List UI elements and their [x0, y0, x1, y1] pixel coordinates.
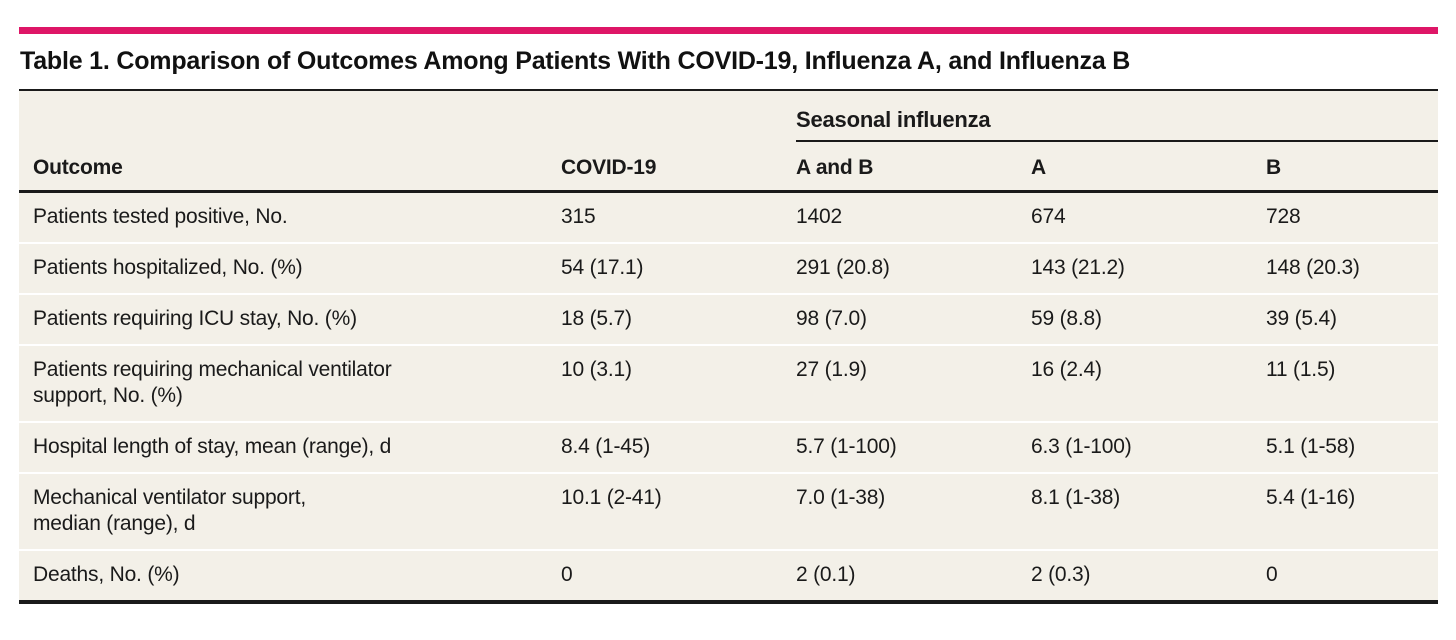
table-row: Patients requiring ICU stay, No. (%) 18 … [19, 293, 1439, 345]
cell-value: 27 (1.9) [781, 344, 1016, 422]
table-title: Table 1. Comparison of Outcomes Among Pa… [20, 47, 1131, 75]
cell-value: 2 (0.3) [1016, 549, 1251, 602]
cell-value: 11 (1.5) [1251, 344, 1439, 422]
cell-value: 8.1 (1-38) [1016, 472, 1251, 550]
cell-value: 10 (3.1) [546, 344, 781, 422]
cell-value: 16 (2.4) [1016, 344, 1251, 422]
cell-value: 39 (5.4) [1251, 293, 1439, 345]
cell-value: 59 (8.8) [1016, 293, 1251, 345]
cell-value: 6.3 (1-100) [1016, 421, 1251, 473]
cell-value: 18 (5.7) [546, 293, 781, 345]
table-row: Patients hospitalized, No. (%) 54 (17.1)… [19, 242, 1439, 294]
row-label: Patients requiring mechanical ventilator… [19, 344, 546, 422]
cell-value: 148 (20.3) [1251, 242, 1439, 294]
column-header-covid19: COVID-19 [546, 142, 781, 193]
row-label: Hospital length of stay, mean (range), d [19, 421, 546, 473]
header-spacer [546, 91, 781, 142]
cell-value: 291 (20.8) [781, 242, 1016, 294]
column-header-row: Outcome COVID-19 A and B A B [19, 142, 1439, 193]
cell-value: 0 [546, 549, 781, 602]
table-row: Hospital length of stay, mean (range), d… [19, 421, 1439, 473]
cell-value: 2 (0.1) [781, 549, 1016, 602]
table-figure: Table 1. Comparison of Outcomes Among Pa… [19, 27, 1439, 604]
table-row: Deaths, No. (%) 0 2 (0.1) 2 (0.3) 0 [19, 549, 1439, 602]
column-header-a: A [1016, 142, 1251, 193]
group-header-label: Seasonal influenza [796, 107, 1439, 142]
row-label: Deaths, No. (%) [19, 549, 546, 602]
row-label: Patients hospitalized, No. (%) [19, 242, 546, 294]
table-row: Patients tested positive, No. 315 1402 6… [19, 192, 1438, 244]
table-row: Patients requiring mechanical ventilator… [19, 344, 1439, 422]
cell-value: 0 [1251, 549, 1439, 602]
table-header: Seasonal influenza Outcome COVID-19 A an… [19, 91, 1439, 193]
cell-value: 10.1 (2-41) [546, 472, 781, 550]
cell-value: 728 [1266, 205, 1301, 228]
column-header-b: B [1251, 142, 1439, 193]
column-header-outcome: Outcome [19, 142, 546, 193]
row-label: Mechanical ventilator support, median (r… [19, 472, 546, 550]
header-spacer [19, 91, 546, 142]
group-header-cell: Seasonal influenza [781, 91, 1439, 142]
outcomes-table: Seasonal influenza Outcome COVID-19 A an… [19, 91, 1439, 604]
cell-value: 7.0 (1-38) [781, 472, 1016, 550]
row-label: Patients tested positive, No. [33, 205, 288, 228]
title-divider-rule [19, 89, 1438, 91]
cell-value: 143 (21.2) [1016, 242, 1251, 294]
table-row: Mechanical ventilator support, median (r… [19, 472, 1439, 550]
cell-value: 54 (17.1) [546, 242, 781, 294]
cell-value: 5.7 (1-100) [781, 421, 1016, 473]
group-header-row: Seasonal influenza [19, 91, 1439, 142]
cell-value: 315 [561, 205, 596, 228]
cell-value: 674 [1031, 205, 1066, 228]
cell-value: 1402 [796, 205, 842, 228]
row-label: Patients requiring ICU stay, No. (%) [19, 293, 546, 345]
cell-value: 98 (7.0) [781, 293, 1016, 345]
cell-value: 8.4 (1-45) [546, 421, 781, 473]
cell-value: 5.4 (1-16) [1251, 472, 1439, 550]
accent-top-bar [19, 27, 1438, 34]
column-header-a-and-b: A and B [781, 142, 1016, 193]
cell-value: 5.1 (1-58) [1251, 421, 1439, 473]
table-body: Patients tested positive, No. 315 1402 6… [19, 192, 1439, 602]
